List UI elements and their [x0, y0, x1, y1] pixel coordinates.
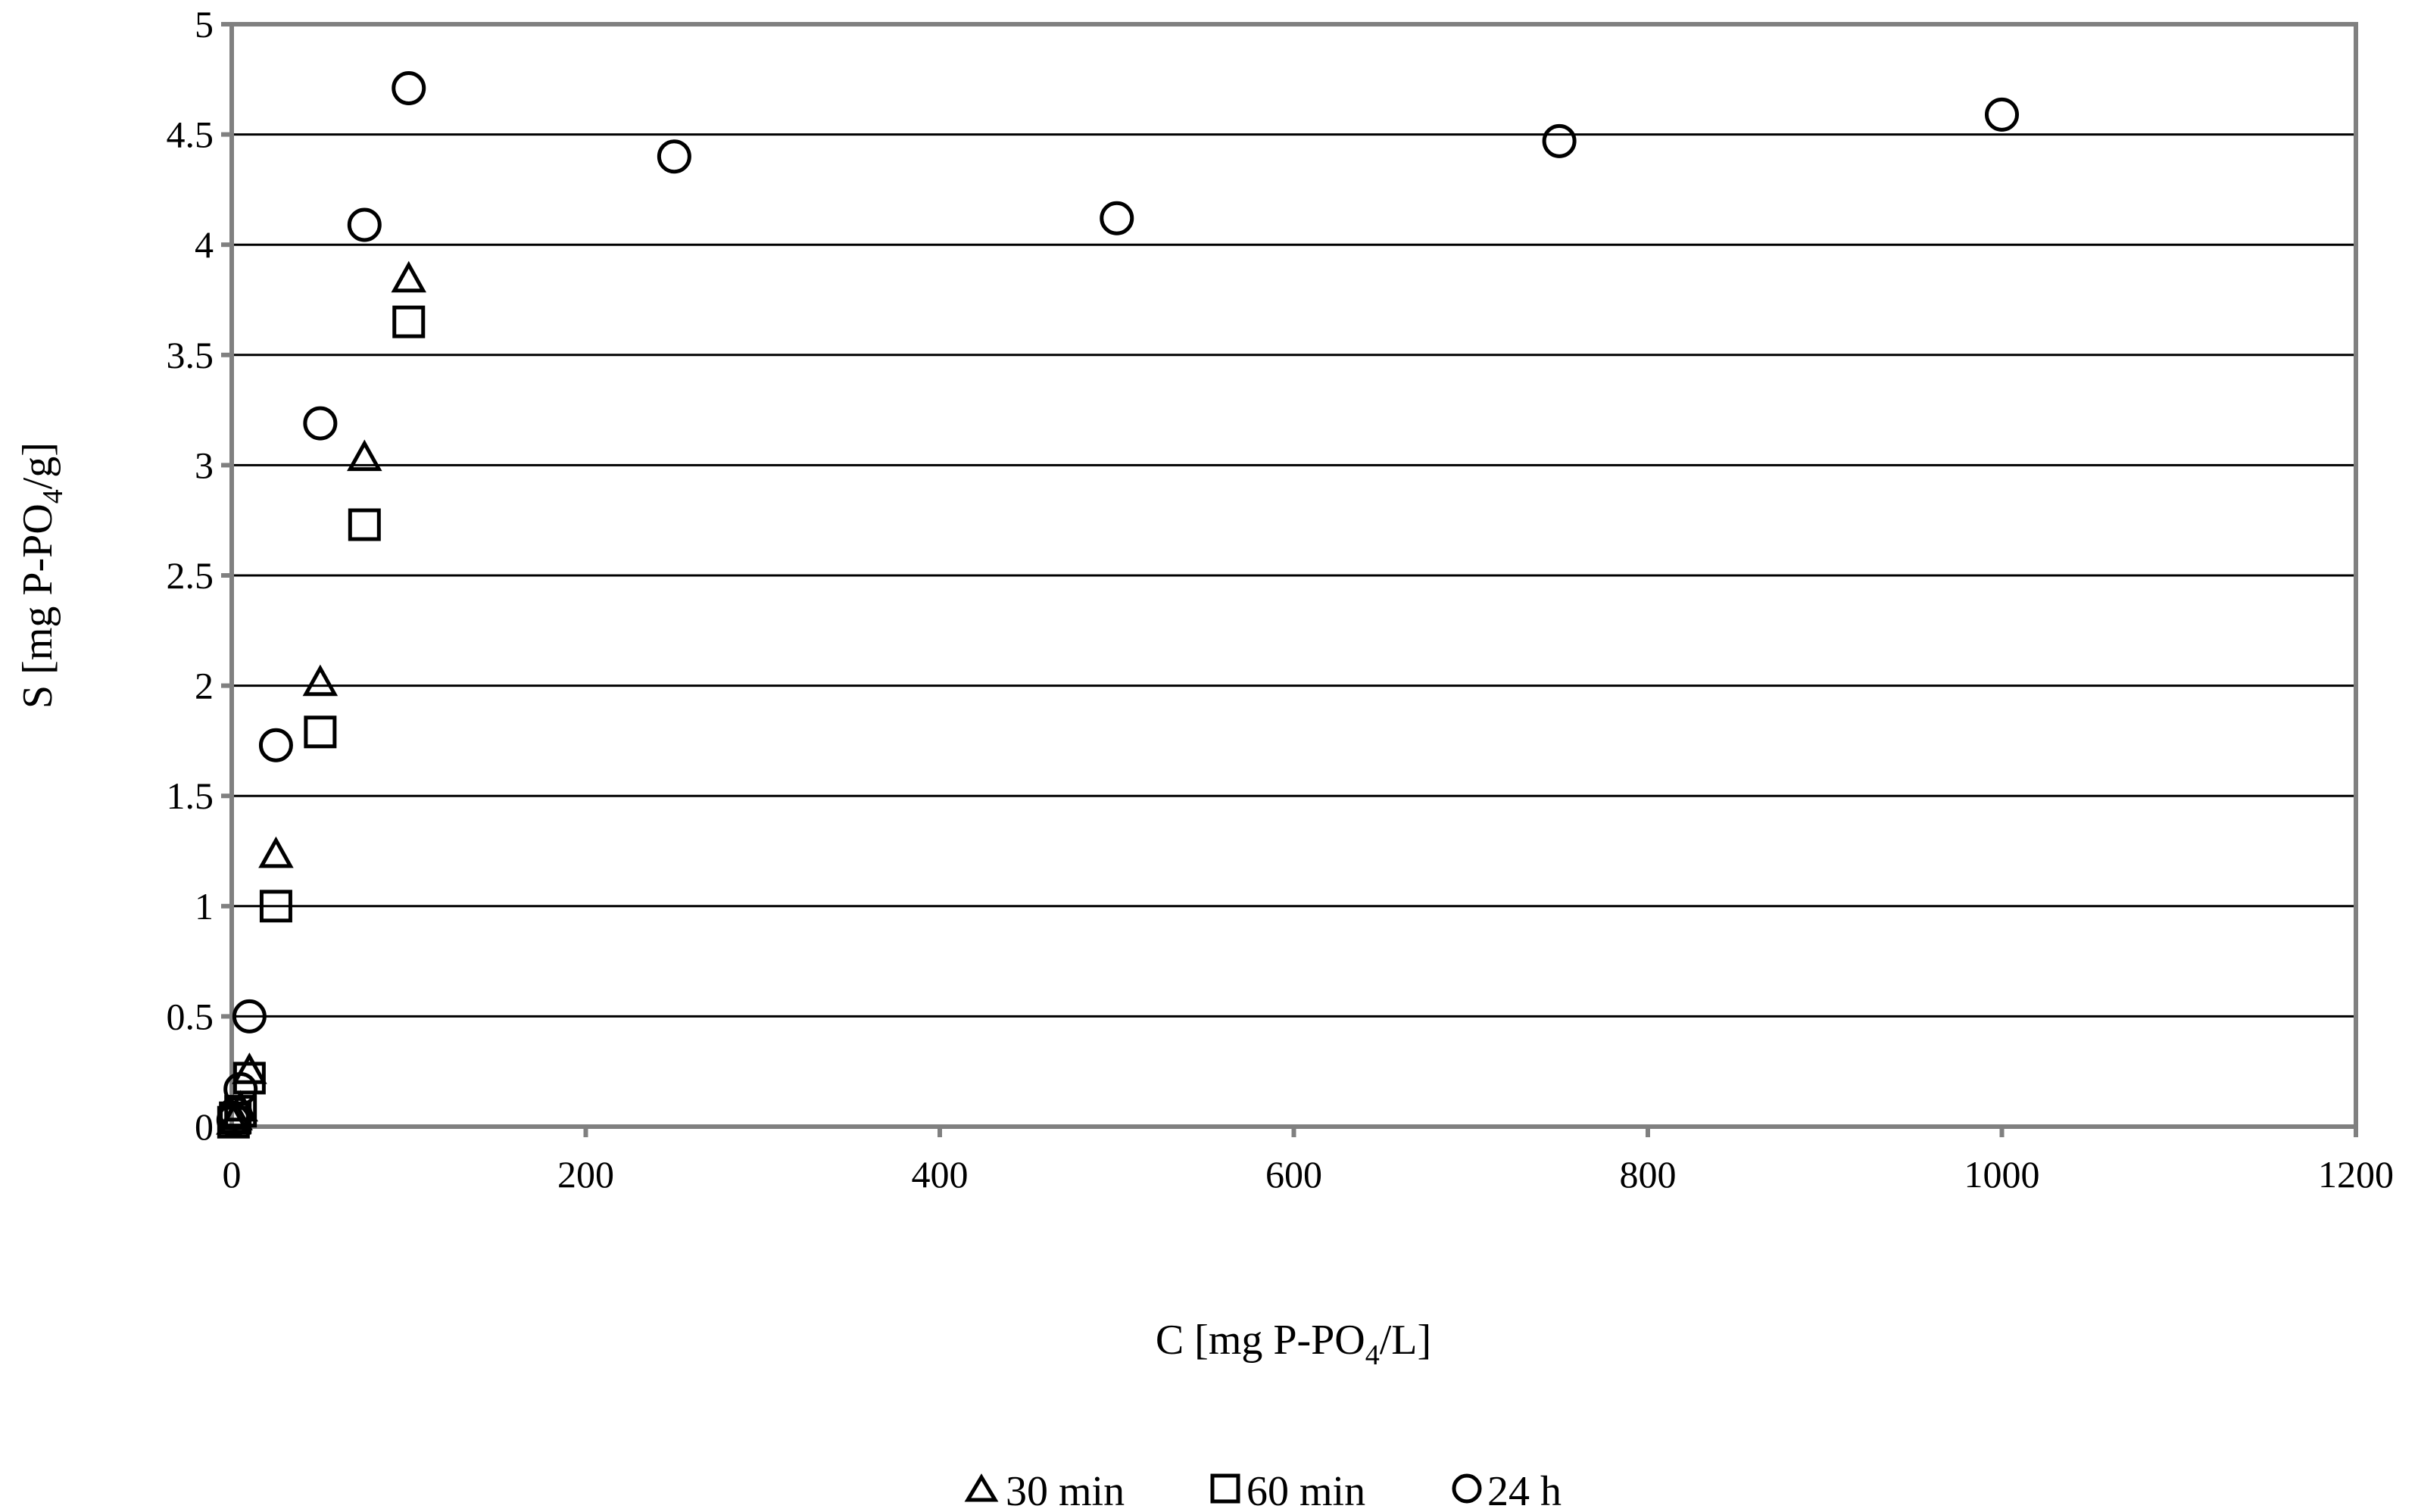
circle-point [1542, 123, 1577, 158]
circle-point [258, 728, 293, 762]
x-tick-label: 600 [1265, 1153, 1322, 1196]
y-tick-label: 2 [195, 665, 214, 707]
circle-point [232, 999, 267, 1033]
y-tick-label: 1 [195, 885, 214, 927]
series-24-h [216, 70, 2019, 1137]
square-point [259, 890, 292, 923]
y-tick-label: 4 [195, 223, 214, 266]
y-axis-title-end: /g] [14, 442, 61, 489]
gridlines [232, 133, 2356, 1018]
y-tick-label: 0.5 [167, 995, 214, 1037]
legend-square-marker [1210, 1473, 1240, 1504]
circle-point [1985, 97, 2019, 132]
data-points [216, 70, 2019, 1139]
triangle-point [347, 439, 382, 472]
legend-circle-marker [1452, 1473, 1482, 1504]
y-tick-label: 5 [195, 3, 214, 45]
y-tick-label: 2.5 [167, 554, 214, 597]
y-tick-label: 0 [195, 1105, 214, 1148]
x-axis-title-main: C [mg P-PO [1156, 1317, 1365, 1364]
circle-point [223, 1071, 258, 1106]
x-axis-title: C [mg P-PO4/L] [1156, 1317, 1431, 1371]
circle-point [392, 70, 426, 105]
legend: 30 min 60 min 24 h [964, 1468, 1562, 1512]
triangle-point [232, 1052, 267, 1084]
y-tick-label: 4.5 [167, 114, 214, 156]
x-tick-label: 200 [557, 1153, 614, 1196]
y-tick-label: 3.5 [167, 334, 214, 376]
square-point [232, 1062, 266, 1095]
triangle-point [391, 260, 427, 293]
x-tick-label: 400 [912, 1153, 969, 1196]
y-tick-label: 1.5 [167, 775, 214, 817]
square-point [348, 508, 381, 541]
legend-label-60min: 60 min [1246, 1468, 1365, 1512]
x-axis-ticks: 0 200 400 600 800 1000 1200 [223, 1127, 2394, 1196]
x-tick-label: 1000 [1964, 1153, 2040, 1196]
circle-point [657, 139, 691, 174]
triangle-point [258, 836, 294, 868]
y-tick-label: 3 [195, 444, 214, 486]
legend-item-24h: 24 h [1452, 1468, 1562, 1512]
x-tick-label: 1200 [2318, 1153, 2394, 1196]
circle-point [218, 1096, 253, 1131]
legend-item-60min: 60 min [1210, 1468, 1365, 1512]
x-tick-label: 0 [223, 1153, 242, 1196]
square-point [304, 715, 337, 749]
legend-item-30min: 30 min [964, 1468, 1125, 1512]
legend-label-24h: 24 h [1487, 1468, 1562, 1512]
x-axis-title-end: /L] [1380, 1317, 1431, 1364]
circle-point [303, 406, 338, 441]
series-60-min [217, 305, 426, 1139]
triangle-point [302, 664, 339, 697]
y-axis-title-subscript: 4 [37, 489, 69, 503]
y-axis-ticks: 0 0.5 1 1.5 2 2.5 3 3.5 4 4.5 5 [167, 3, 232, 1148]
square-point [224, 1095, 257, 1128]
legend-label-30min: 30 min [1006, 1468, 1125, 1512]
square-point [392, 305, 426, 338]
x-tick-label: 800 [1620, 1153, 1677, 1196]
x-axis-title-subscript: 4 [1365, 1339, 1380, 1371]
y-axis-title: S [mg P-PO4/g] [14, 442, 69, 709]
y-axis-title-main: S [mg P-PO [14, 503, 61, 709]
circle-point [1100, 201, 1134, 235]
circle-point [347, 207, 382, 242]
legend-triangle-marker [964, 1473, 999, 1502]
